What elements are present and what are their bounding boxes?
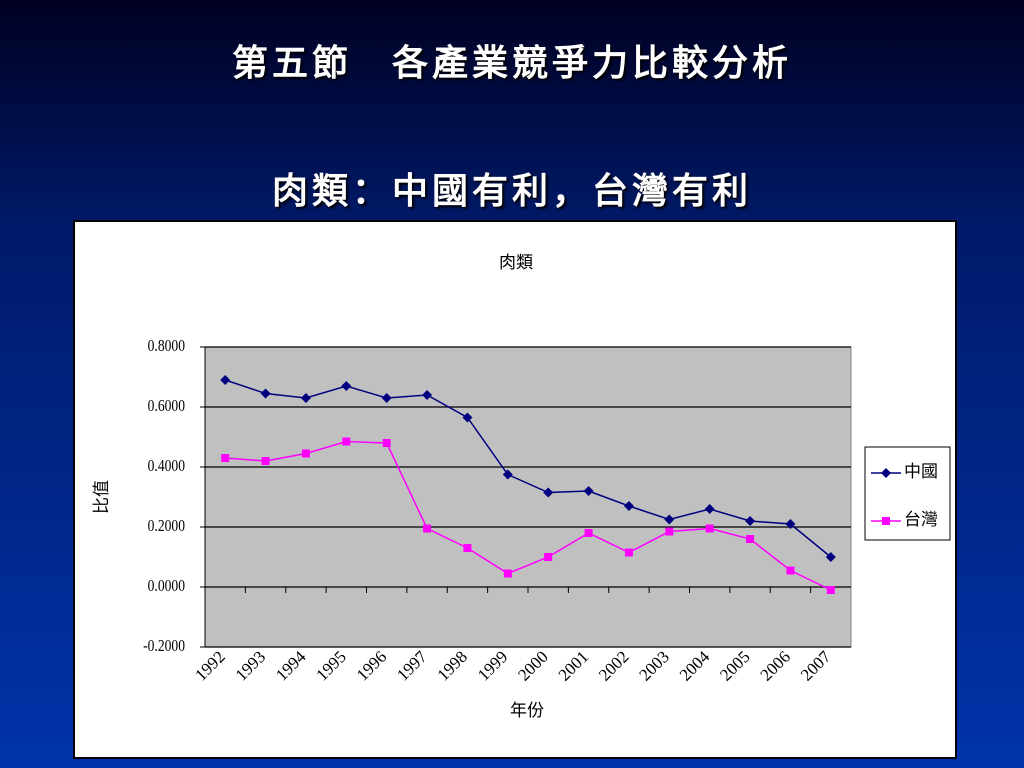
marker — [463, 544, 472, 552]
y-tick-label: 0.4000 — [148, 457, 186, 476]
y-tick-label: -0.2000 — [143, 637, 185, 656]
legend-label: 台灣 — [904, 510, 938, 529]
marker — [624, 548, 633, 557]
chart: 肉類 年份 比值 -0.2000 0.0000 0.2000 0.4000 0.6000… — [73, 220, 957, 759]
marker — [261, 457, 270, 465]
chart-title: 肉類 — [499, 253, 533, 272]
marker — [382, 439, 391, 447]
series-line — [225, 440, 832, 591]
series-line — [224, 379, 832, 558]
marker — [882, 517, 890, 525]
marker — [423, 524, 432, 533]
y-tick-label: 0.0000 — [148, 577, 186, 596]
marker — [623, 501, 634, 511]
marker — [785, 519, 796, 529]
marker — [704, 504, 715, 514]
marker — [584, 529, 593, 537]
marker — [462, 412, 473, 423]
marker — [664, 514, 675, 525]
y-axis-label: 比值 — [92, 480, 111, 514]
legend-box — [864, 446, 951, 541]
marker — [503, 569, 512, 578]
marker — [301, 449, 310, 458]
marker — [745, 516, 756, 526]
marker — [381, 393, 392, 403]
x-axis-label: 年份 — [510, 701, 544, 720]
marker — [705, 524, 714, 533]
y-tick-label: 0.6000 — [148, 397, 186, 416]
marker — [300, 393, 311, 403]
marker — [825, 552, 836, 562]
marker — [746, 535, 755, 543]
marker — [422, 390, 433, 400]
marker — [342, 437, 351, 446]
marker — [220, 375, 231, 385]
marker — [544, 553, 553, 561]
marker — [786, 566, 795, 575]
marker — [502, 469, 513, 480]
slide-title: 第五節 各產業競爭力比較分析 — [231, 43, 792, 83]
legend-label: 中國 — [904, 462, 938, 481]
marker — [583, 486, 594, 496]
marker — [665, 527, 674, 536]
marker — [260, 388, 271, 399]
marker — [221, 454, 230, 462]
plot-area — [204, 346, 852, 648]
marker — [543, 487, 554, 498]
y-tick-label: 0.2000 — [148, 517, 186, 536]
marker — [341, 381, 352, 391]
y-tick-label: 0.8000 — [148, 337, 186, 356]
marker — [826, 586, 835, 594]
slide-subtitle: 肉類：中國有利，台灣有利 — [271, 171, 752, 211]
marker — [881, 468, 891, 478]
